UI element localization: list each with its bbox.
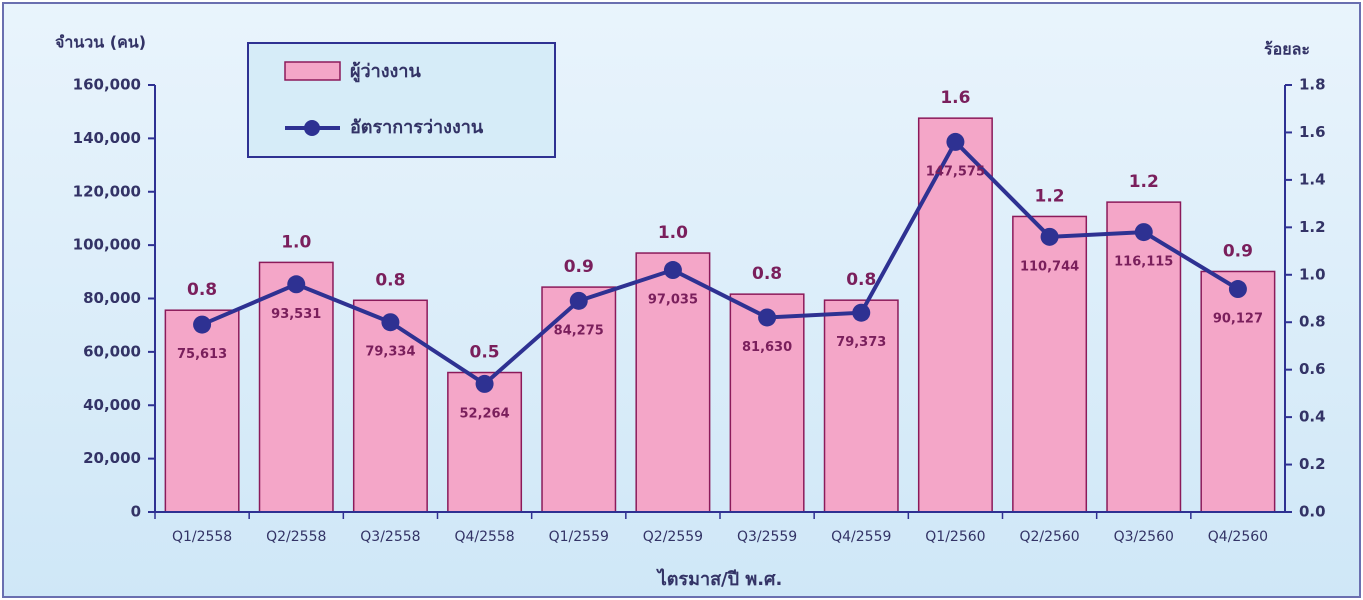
bar-value-label: 147,575 [926,164,985,179]
rate-point [1134,223,1153,242]
legend-label: ผู้ว่างงาน [350,61,421,83]
rate-label: 0.5 [470,343,500,363]
bar-value-label: 110,744 [1020,259,1079,274]
bar [729,293,805,513]
rate-line [201,138,1239,387]
bar-value-label: 90,127 [1213,312,1263,327]
y-tick-label: 140,000 [73,129,141,147]
y-tick-label: 160,000 [73,76,141,94]
rate-label: 1.0 [658,223,688,243]
x-tick-label: Q2/2560 [1019,529,1079,545]
x-tick-label: Q2/2558 [266,529,326,545]
bar [352,299,428,513]
x-tick-label: Q1/2558 [172,529,232,545]
bar-value-label: 79,373 [836,335,886,350]
rate-label: 1.2 [1129,172,1159,192]
rate-label: 0.8 [187,280,217,300]
y2-axis-title: ร้อยละ [1264,40,1310,59]
rate-label: 0.9 [564,257,594,277]
bar [164,309,240,513]
y-tick-label: 100,000 [73,236,141,254]
rate-point [193,315,212,334]
bar [1200,270,1276,513]
bar-value-label: 97,035 [648,293,698,308]
y2-tick-label: 1.8 [1299,76,1326,94]
bar-value-label: 75,613 [177,347,227,362]
x-tick-label: Q4/2559 [831,529,891,545]
x-tick-label: Q1/2559 [549,529,609,545]
x-tick-label: Q2/2559 [643,529,703,545]
y2-tick-label: 0.0 [1299,503,1326,521]
rate-label: 1.6 [940,88,970,108]
bar-value-label: 93,531 [271,307,321,322]
bar [541,286,617,513]
rate-label: 1.0 [281,232,311,252]
bar-value-label: 79,334 [365,345,415,360]
y2-tick-label: 0.8 [1299,313,1326,331]
rate-label: 0.8 [375,270,405,290]
legend-swatch-point [304,120,320,136]
legend-swatch-bar [284,61,341,81]
bar [823,299,899,513]
rate-point [475,374,494,393]
x-tick-label: Q1/2560 [925,529,985,545]
rate-label: 1.2 [1035,186,1065,206]
x-tick-label: Q4/2560 [1208,529,1268,545]
y2-tick-label: 1.6 [1299,123,1326,141]
y2-tick-label: 1.4 [1299,170,1326,188]
y-tick-label: 120,000 [73,182,141,200]
y-tick-label: 0 [131,503,141,521]
rate-point [852,303,871,322]
bar-value-label: 81,630 [742,340,792,355]
y-tick-label: 80,000 [83,289,141,307]
y2-tick-label: 0.6 [1299,360,1326,378]
x-tick-label: Q3/2559 [737,529,797,545]
x-tick-label: Q3/2558 [360,529,420,545]
x-axis-title: ไตรมาส/ปี พ.ศ. [656,568,783,590]
y-tick-label: 60,000 [83,342,141,360]
y2-tick-label: 1.2 [1299,218,1326,236]
y2-tick-label: 1.0 [1299,265,1326,283]
legend-label: อัตราการว่างงาน [350,117,484,138]
y2-tick-label: 0.2 [1299,455,1326,473]
bar [1012,215,1088,513]
rate-label: 0.8 [752,264,782,284]
rate-point [663,261,682,280]
y2-tick-label: 0.4 [1299,408,1326,426]
bar-value-label: 52,264 [459,406,509,421]
y-axis-title: จำนวน (คน) [55,33,146,52]
rate-point [381,313,400,332]
rate-label: 0.8 [846,270,876,290]
rate-point [946,132,965,151]
rate-point [1228,280,1247,299]
bar-value-label: 84,275 [554,323,604,338]
rate-point [287,275,306,294]
rate-point [569,291,588,310]
bar [1106,201,1182,513]
bar [258,261,334,513]
y-tick-label: 20,000 [83,449,141,467]
rate-point [1040,227,1059,246]
rate-label: 0.9 [1223,241,1253,261]
bar-value-label: 116,115 [1114,255,1173,270]
x-tick-label: Q4/2558 [454,529,514,545]
y-tick-label: 40,000 [83,396,141,414]
rate-point [758,308,777,327]
x-tick-label: Q3/2560 [1114,529,1174,545]
bar [447,371,523,513]
